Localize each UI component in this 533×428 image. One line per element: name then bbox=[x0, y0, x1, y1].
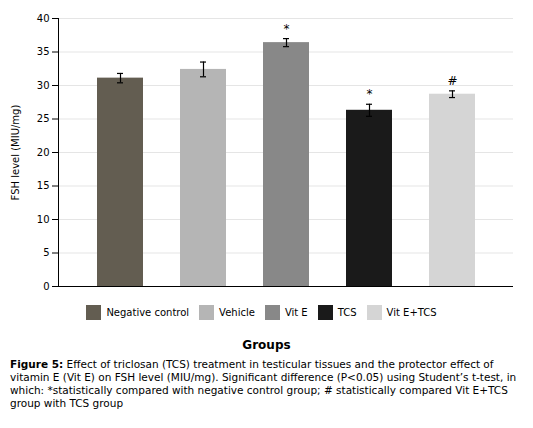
svg-text:FSH level (MIU/mg): FSH level (MIU/mg) bbox=[10, 105, 21, 201]
svg-text:20: 20 bbox=[37, 147, 50, 158]
svg-text:*: * bbox=[367, 87, 373, 101]
svg-text:15: 15 bbox=[37, 180, 50, 191]
svg-text:*: * bbox=[284, 22, 290, 36]
html-text:Vit E: Vit E bbox=[284, 307, 308, 318]
svg-text:35: 35 bbox=[37, 46, 50, 57]
html-text:Negative control: Negative control bbox=[106, 307, 190, 318]
svg-text:10: 10 bbox=[37, 214, 50, 225]
html-text:Groups: Groups bbox=[242, 338, 291, 352]
svg-text:40: 40 bbox=[37, 13, 50, 24]
svg-text:0: 0 bbox=[43, 281, 49, 292]
svg-text:25: 25 bbox=[37, 113, 50, 124]
svg-text:5: 5 bbox=[43, 247, 49, 258]
html-text:Vehicle: Vehicle bbox=[219, 307, 255, 318]
html-text:Vit E+TCS: Vit E+TCS bbox=[386, 307, 437, 318]
html-text:Figure 5: Effect of triclosan: Figure 5: Effect of triclosan (TCS) trea… bbox=[10, 358, 517, 409]
svg-text:#: # bbox=[447, 74, 457, 88]
html-text:TCS: TCS bbox=[337, 307, 357, 318]
svg-text:30: 30 bbox=[37, 80, 50, 91]
